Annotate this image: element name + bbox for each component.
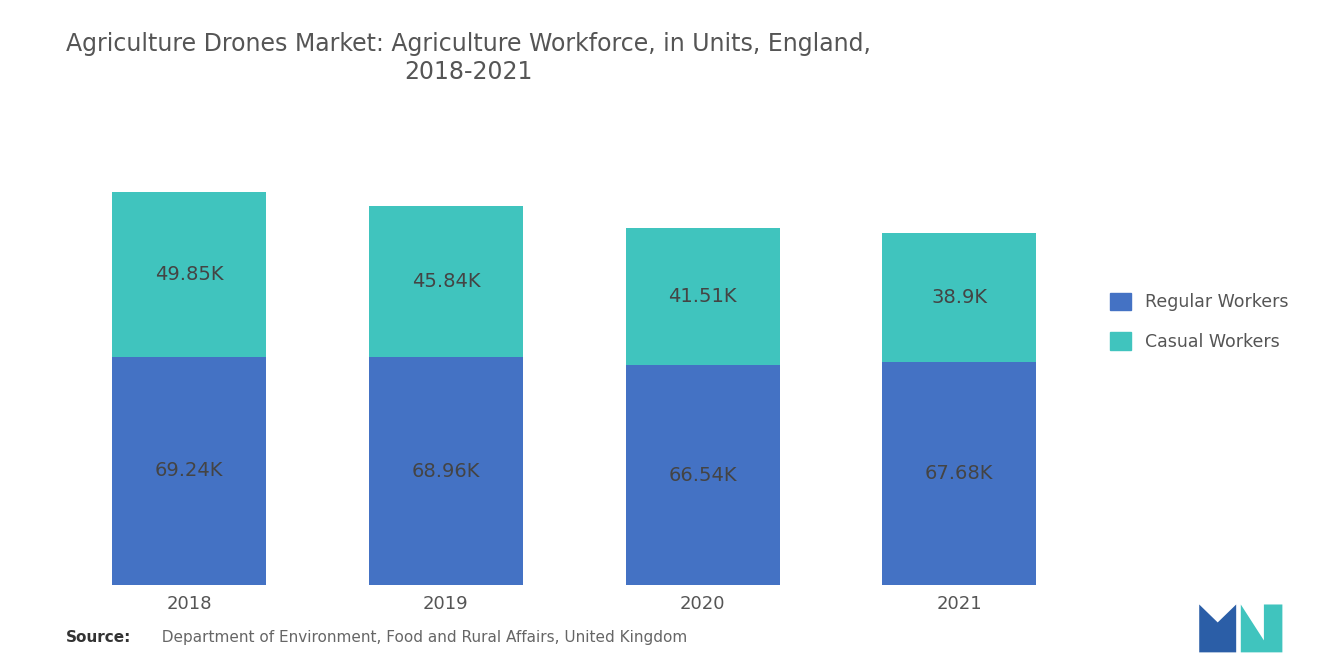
Text: Department of Environment, Food and Rural Affairs, United Kingdom: Department of Environment, Food and Rura… — [152, 630, 686, 645]
Text: Agriculture Drones Market: Agriculture Workforce, in Units, England,
2018-2021: Agriculture Drones Market: Agriculture W… — [66, 32, 871, 84]
Text: Source:: Source: — [66, 630, 132, 645]
Bar — [882, 362, 1036, 585]
Text: 67.68K: 67.68K — [925, 464, 994, 483]
Bar — [368, 358, 523, 585]
Text: 41.51K: 41.51K — [668, 287, 737, 307]
Bar — [112, 192, 267, 356]
Legend: Regular Workers, Casual Workers: Regular Workers, Casual Workers — [1101, 284, 1296, 360]
Text: 66.54K: 66.54K — [668, 466, 737, 485]
Text: 68.96K: 68.96K — [412, 462, 480, 481]
Text: 49.85K: 49.85K — [154, 265, 223, 284]
Bar — [626, 366, 780, 585]
Text: 69.24K: 69.24K — [154, 462, 223, 480]
Text: 45.84K: 45.84K — [412, 272, 480, 291]
Text: 38.9K: 38.9K — [931, 288, 987, 307]
Bar — [626, 228, 780, 366]
Bar — [368, 206, 523, 358]
Bar — [882, 233, 1036, 362]
Bar — [112, 356, 267, 585]
